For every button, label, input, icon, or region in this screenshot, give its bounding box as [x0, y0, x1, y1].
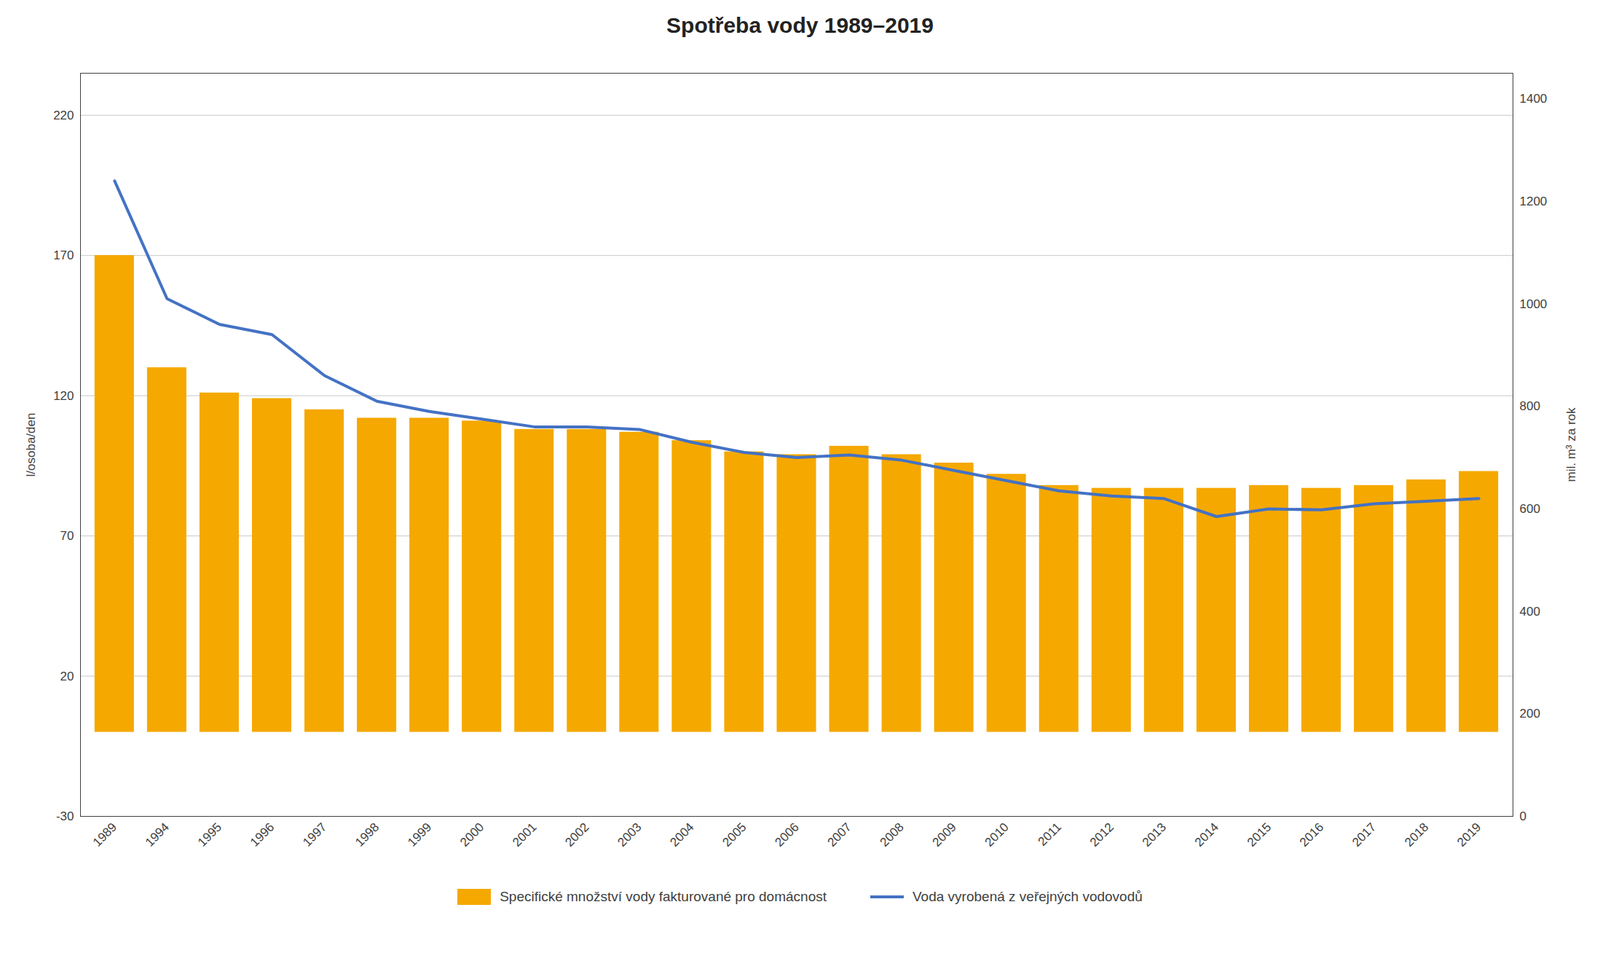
svg-text:2019: 2019 [1454, 820, 1484, 850]
svg-text:600: 600 [1519, 501, 1541, 516]
svg-text:220: 220 [53, 108, 74, 123]
svg-text:mil. m³ za rok: mil. m³ za rok [1564, 407, 1579, 483]
svg-text:2017: 2017 [1349, 820, 1379, 850]
svg-text:2006: 2006 [771, 820, 802, 850]
svg-text:2016: 2016 [1297, 820, 1327, 850]
svg-text:-30: -30 [56, 809, 75, 823]
svg-text:1200: 1200 [1519, 194, 1548, 209]
svg-text:2011: 2011 [1035, 820, 1064, 849]
svg-text:2004: 2004 [667, 820, 697, 850]
svg-text:800: 800 [1519, 399, 1541, 413]
svg-text:2013: 2013 [1139, 820, 1169, 850]
svg-text:1400: 1400 [1519, 91, 1548, 106]
svg-text:l/osoba/den: l/osoba/den [24, 412, 38, 478]
svg-text:400: 400 [1519, 604, 1541, 619]
svg-text:120: 120 [53, 388, 74, 403]
svg-text:2010: 2010 [982, 820, 1012, 850]
svg-text:2008: 2008 [877, 820, 907, 850]
svg-text:2005: 2005 [719, 820, 749, 850]
svg-text:1999: 1999 [404, 820, 435, 850]
svg-text:1996: 1996 [247, 820, 277, 850]
svg-text:0: 0 [1519, 809, 1527, 823]
svg-text:200: 200 [1519, 706, 1541, 721]
html-text:Voda vyrobená z veřejných vodo: Voda vyrobená z veřejných vodovodů [912, 888, 1143, 904]
svg-text:1994: 1994 [142, 820, 172, 850]
svg-text:2003: 2003 [614, 820, 644, 850]
svg-text:170: 170 [53, 248, 74, 263]
svg-text:2014: 2014 [1192, 820, 1222, 850]
svg-text:2002: 2002 [562, 820, 592, 850]
svg-text:2001: 2001 [509, 820, 539, 850]
svg-text:2018: 2018 [1401, 820, 1432, 850]
svg-text:2009: 2009 [929, 820, 960, 850]
svg-text:1997: 1997 [300, 820, 330, 850]
svg-text:2000: 2000 [457, 820, 487, 850]
html-text:Spotřeba vody 1989–2019: Spotřeba vody 1989–2019 [666, 13, 934, 38]
svg-text:2007: 2007 [825, 820, 855, 850]
svg-text:20: 20 [60, 668, 75, 683]
html-text:Specifické množství vody faktu: Specifické množství vody fakturované pro… [499, 888, 827, 904]
svg-text:70: 70 [60, 528, 75, 543]
svg-text:1000: 1000 [1519, 296, 1548, 311]
svg-text:1989: 1989 [90, 820, 120, 850]
svg-text:1998: 1998 [352, 820, 382, 850]
svg-text:2012: 2012 [1087, 820, 1117, 850]
svg-text:1995: 1995 [195, 820, 225, 850]
svg-text:2015: 2015 [1244, 820, 1274, 850]
